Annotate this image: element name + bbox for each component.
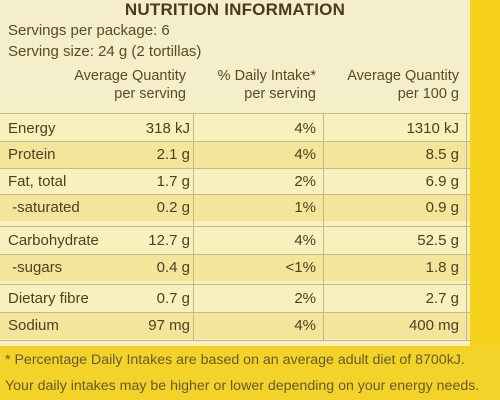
table-row: Dietary fibre 0.7 g 2% 2.7 g (0, 286, 470, 312)
per-serving-value: 0.7 g (156, 290, 190, 307)
table-bottom-rule (0, 340, 470, 341)
daily-intake-value: 4% (294, 120, 316, 137)
column-divider (323, 113, 324, 341)
table-row: Sodium 97 mg 4% 400 mg (0, 313, 470, 339)
nutrient-label: -saturated (8, 199, 80, 216)
row-divider (0, 194, 470, 195)
per-serving-value: 0.2 g (156, 199, 190, 216)
daily-intake-value: 2% (294, 173, 316, 190)
row-divider (0, 312, 470, 313)
table-row: -saturated 0.2 g 1% 0.9 g (0, 195, 470, 221)
nutrient-label: Sodium (8, 317, 59, 334)
per-100g-value: 1310 kJ (406, 120, 459, 137)
table-row: Fat, total 1.7 g 2% 6.9 g (0, 169, 470, 195)
per-100g-value: 52.5 g (417, 232, 459, 249)
nutrient-label: Fat, total (8, 173, 67, 190)
daily-intake-value: 4% (294, 146, 316, 163)
nutrient-label: Protein (8, 146, 56, 163)
row-divider (0, 141, 470, 142)
column-header-qty: Average Quantity per serving (60, 67, 186, 103)
per-100g-value: 0.9 g (425, 199, 459, 216)
column-divider (466, 113, 467, 341)
nutrient-label: -sugars (8, 259, 63, 276)
servings-per-package: Servings per package: 6 (8, 22, 170, 39)
row-divider (0, 254, 470, 255)
table-row: Energy 318 kJ 4% 1310 kJ (0, 116, 470, 142)
daily-intake-value: 2% (294, 290, 316, 307)
per-100g-value: 400 mg (408, 317, 459, 334)
per-serving-value: 0.4 g (156, 259, 190, 276)
row-divider (0, 168, 470, 169)
nutrient-label: Energy (8, 120, 56, 137)
per-serving-value: 1.7 g (156, 173, 190, 190)
daily-intake-value: <1% (285, 259, 316, 276)
footnote-band (0, 346, 500, 400)
per-100g-value: 2.7 g (425, 290, 459, 307)
footnote-line1: * Percentage Daily Intakes are based on … (5, 352, 465, 368)
column-header-di-line1: % Daily Intake* (217, 68, 316, 84)
nutrient-label: Carbohydrate (8, 232, 99, 249)
per-serving-value: 97 mg (148, 317, 190, 334)
nutrient-label: Dietary fibre (8, 290, 89, 307)
daily-intake-value: 4% (294, 317, 316, 334)
per-100g-value: 8.5 g (425, 146, 459, 163)
per-serving-value: 318 kJ (145, 120, 190, 137)
column-header-daily-intake: % Daily Intake* per serving (196, 67, 316, 103)
column-header-di-line2: per serving (244, 86, 316, 102)
serving-size: Serving size: 24 g (2 tortillas) (8, 43, 202, 60)
per-serving-value: 12.7 g (148, 232, 190, 249)
column-header-per100g: Average Quantity per 100 g (326, 67, 459, 103)
table-top-rule (0, 113, 470, 114)
footnote-line2: Your daily intakes may be higher or lowe… (5, 378, 480, 394)
column-header-per100-line2: per 100 g (397, 86, 459, 102)
row-divider (0, 284, 470, 285)
nutrition-title: NUTRITION INFORMATION (124, 0, 346, 19)
column-header-qty-line1: Average Quantity (74, 68, 186, 84)
per-100g-value: 6.9 g (425, 173, 459, 190)
daily-intake-value: 1% (294, 199, 316, 216)
table-row: Carbohydrate 12.7 g 4% 52.5 g (0, 228, 470, 254)
per-serving-value: 2.1 g (156, 146, 190, 163)
table-row: -sugars 0.4 g <1% 1.8 g (0, 255, 470, 281)
daily-intake-value: 4% (294, 232, 316, 249)
nutrition-header-band (0, 0, 470, 110)
per-100g-value: 1.8 g (425, 259, 459, 276)
column-divider (193, 113, 194, 341)
row-divider (0, 226, 470, 227)
table-row: Protein 2.1 g 4% 8.5 g (0, 142, 470, 168)
column-header-qty-line2: per serving (114, 86, 186, 102)
column-header-per100-line1: Average Quantity (347, 68, 459, 84)
